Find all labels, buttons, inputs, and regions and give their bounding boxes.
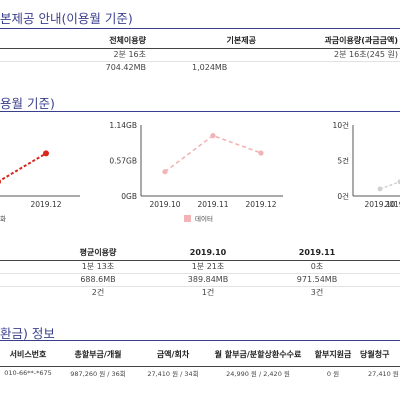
header-billed-usage: 과금이용량(과금금액) (270, 33, 400, 49)
table-cell (0, 272, 38, 286)
table-row: 704.42MB 1,024MB (0, 60, 400, 74)
table-cell: 1분 13초 (38, 259, 158, 273)
table-cell: 1분 21초 (158, 259, 258, 273)
x-tick-label: 2019.12 (30, 200, 61, 209)
section-title-basic-plan: 본제공 안내(이용월 기준) (0, 11, 133, 26)
table-cell (0, 60, 40, 74)
header-amount-per-round: 금액/회차 (138, 344, 208, 367)
data-point (397, 179, 400, 185)
table-row: 2건 1건 3건 (0, 285, 400, 299)
section-title-installment-info: 환금) 정보 (0, 326, 55, 341)
table-cell (0, 259, 38, 273)
y-tick-label: 0건 (337, 191, 349, 201)
table-cell: 0초 (258, 259, 376, 273)
table-cell: 2건 (38, 285, 158, 299)
table-cell (270, 60, 400, 74)
table-cell: 704.42MB (40, 60, 152, 74)
header-total-installment: 총할부금/개월 (58, 344, 138, 367)
table-cell: 2분 16초(245 원) (270, 47, 400, 61)
header-monthly-installment: 월 할부금/분할상환수수료 (208, 344, 308, 367)
table-cell (0, 47, 40, 61)
table-row: 688.6MB 389.84MB 971.54MB (0, 272, 400, 286)
series-line (379, 181, 400, 190)
service-number-cell: 010-66**-*675 (0, 365, 58, 379)
table-cell: 1건 (158, 285, 258, 299)
table-cell (376, 259, 400, 273)
table-cell (0, 285, 38, 299)
y-tick-label: 0.57GB (109, 157, 137, 166)
header-total-usage: 전체이용량 (40, 33, 152, 49)
data-point (210, 132, 216, 139)
legend-label: 화 (0, 215, 6, 223)
table-cell (376, 285, 400, 299)
basic-plan-table: 전체이용량 기본제공 과금이용량(과금금액) 2분 16초 2분 16초(245… (0, 33, 400, 74)
chart-voice-legend: 화 (0, 213, 6, 223)
section-divider (0, 111, 400, 112)
header-month: 2019.11 (258, 245, 376, 261)
table-cell: 24,990 원 / 2,420 원 (208, 365, 308, 379)
table-cell: 688.6MB (38, 272, 158, 286)
x-tick-label: 2019.11 (197, 200, 228, 209)
x-tick-label: 2019.10 (149, 200, 180, 209)
section-divider (0, 28, 400, 29)
table-cell: 27,410 원 (358, 365, 400, 379)
chart-voice-usage: 2019.12 (0, 116, 80, 211)
series-line (0, 152, 47, 182)
table-cell (152, 47, 270, 61)
chart-data-svg: 1.14GB 0.57GB 0GB 2019.10 2019.11 2019.12 (109, 121, 283, 209)
table-header-cell (0, 245, 38, 261)
table-cell: 2분 16초 (40, 47, 152, 61)
data-point (258, 150, 264, 156)
table-row: 2분 16초 2분 16초(245 원) (0, 47, 400, 61)
installment-table: 서비스번호 총할부금/개월 금액/회차 월 할부금/분할상환수수료 할부지원금 … (0, 344, 400, 379)
table-cell (376, 272, 400, 286)
table-cell: 1,024MB (152, 60, 270, 74)
chart-voice-svg: 2019.12 (0, 150, 80, 209)
data-point (162, 169, 168, 175)
data-point (377, 186, 383, 192)
y-tick-label: 10건 (333, 120, 350, 130)
table-row: 1분 13초 1분 21초 0초 (0, 259, 400, 273)
section-divider (0, 340, 400, 341)
chart-data-legend: 데이터 (184, 213, 213, 223)
table-row: 010-66**-*675 987,260 원 / 36회 27,410 원 /… (0, 365, 400, 379)
table-header-cell (0, 33, 40, 49)
x-tick-label: 2019.10 (364, 200, 395, 209)
header-monthly-charge: 당월청구 (358, 344, 400, 367)
table-cell: 389.84MB (158, 272, 258, 286)
series-line (164, 134, 262, 173)
table-cell: 3건 (258, 285, 376, 299)
legend-swatch (184, 215, 191, 222)
usage-summary-table: 평균이용량 2019.10 2019.11 1분 13초 1분 21초 0초 6… (0, 245, 400, 299)
chart-data-usage: 1.14GB 0.57GB 0GB 2019.10 2019.11 2019.12 (105, 116, 285, 211)
y-tick-label: 5건 (337, 156, 349, 166)
header-average-usage: 평균이용량 (38, 245, 158, 261)
header-month: 2019.10 (158, 245, 258, 261)
header-service-number: 서비스번호 (0, 344, 58, 367)
section-title-monthly-usage: 용월 기준) (0, 96, 55, 111)
table-header-cell (376, 245, 400, 261)
table-cell: 971.54MB (258, 272, 376, 286)
table-cell: 0 원 (308, 365, 358, 379)
y-tick-label: 0GB (121, 192, 137, 201)
x-tick-label: 2019.11 (384, 200, 400, 209)
legend-label: 데이터 (195, 215, 213, 223)
y-tick-label: 1.14GB (109, 121, 137, 130)
table-cell: 27,410 원 / 34회 (138, 365, 208, 379)
x-tick-label: 2019.12 (245, 200, 276, 209)
table-cell: 987,260 원 / 36회 (58, 365, 138, 379)
data-point (43, 150, 49, 157)
header-basic-allowance: 기본제공 (152, 33, 270, 49)
header-installment-support: 할부지원금 (308, 344, 358, 367)
data-point (0, 179, 1, 185)
